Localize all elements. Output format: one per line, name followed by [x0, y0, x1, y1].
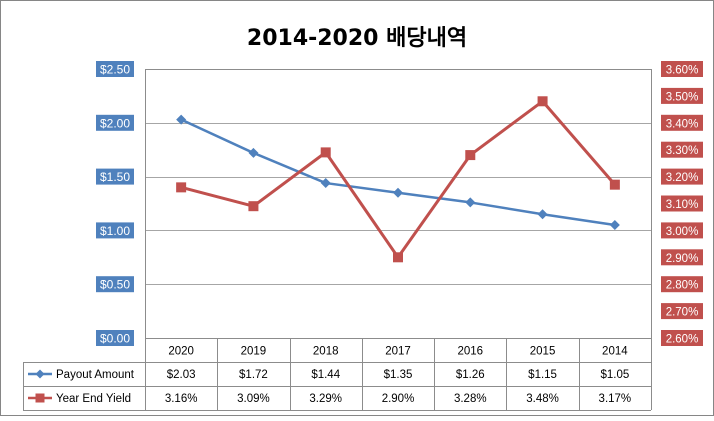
data-cell: 3.16% — [165, 393, 198, 405]
data-cell: $1.26 — [456, 369, 485, 381]
data-cell: 3.29% — [309, 393, 342, 405]
data-point — [393, 187, 403, 198]
data-point — [465, 150, 476, 161]
right-tick-bg — [661, 249, 703, 266]
right-tick-label: 3.50% — [666, 91, 699, 103]
right-tick-bg — [661, 61, 703, 77]
data-point — [248, 201, 259, 212]
data-point — [609, 220, 620, 231]
right-tick-bg — [661, 303, 703, 320]
right-tick-label: 3.60% — [666, 65, 699, 77]
right-tick-label: 3.20% — [666, 172, 699, 184]
data-cell: $1.15 — [528, 369, 557, 381]
right-tick-bg — [661, 114, 703, 131]
data-cell: $1.05 — [600, 369, 629, 381]
chart-title: 2014-2020 배당내역 — [247, 26, 467, 51]
legend-key — [28, 369, 52, 379]
category-label: 2017 — [385, 346, 411, 358]
right-tick-bg — [661, 195, 703, 212]
data-cell: 3.28% — [454, 393, 487, 405]
legend-marker — [35, 393, 45, 403]
legend-key — [28, 393, 52, 403]
right-tick-label: 3.10% — [666, 199, 699, 211]
data-cell: $1.35 — [384, 369, 413, 381]
data-point — [465, 197, 476, 208]
data-point — [537, 96, 548, 107]
plot-area — [145, 69, 652, 339]
right-tick-bg — [661, 276, 703, 293]
left-tick-bg — [96, 222, 134, 239]
data-point — [393, 252, 403, 263]
data-cell: 3.09% — [237, 393, 270, 405]
right-tick-label: 3.40% — [666, 118, 699, 130]
left-tick-label: $0.50 — [100, 278, 130, 292]
right-tick-bg — [661, 141, 703, 158]
data-cell: $1.72 — [239, 369, 268, 381]
category-label: 2014 — [602, 346, 628, 358]
left-axis: $2.50 $2.00 $1.50 $1.00 $0.50 $0.00 — [96, 61, 134, 346]
left-tick-bg — [96, 330, 134, 346]
left-tick-bg — [96, 61, 134, 77]
data-cell: 3.17% — [599, 393, 632, 405]
legend-label: Year End Yield — [56, 393, 131, 405]
category-label: 2016 — [457, 346, 483, 358]
legend-marker — [35, 369, 45, 379]
left-tick-label: $1.50 — [100, 170, 130, 184]
data-point — [176, 114, 187, 125]
left-tick-label: $1.00 — [100, 224, 130, 238]
category-label: 2019 — [241, 346, 267, 358]
series-payout-amount — [176, 114, 620, 231]
left-tick-bg — [96, 276, 134, 293]
right-tick-label: 2.80% — [666, 280, 699, 292]
right-tick-bg — [661, 168, 703, 185]
right-tick-bg — [661, 330, 703, 346]
data-point — [320, 147, 331, 158]
data-table: 2020 2019 2018 2017 2016 2015 2014 Payout Amoun… — [23, 338, 652, 411]
right-tick-bg — [661, 87, 703, 104]
data-cell: $1.44 — [311, 369, 340, 381]
data-point — [537, 209, 548, 220]
right-tick-label: 2.70% — [666, 307, 699, 319]
right-axis: 3.60% 3.50% 3.40% 3.30% 3.20% 3.10% 3.00% 2.90%… — [661, 61, 703, 346]
data-cell: 2.90% — [382, 393, 415, 405]
data-cell: 3.48% — [526, 393, 559, 405]
data-point — [176, 182, 187, 193]
data-point — [609, 179, 620, 190]
left-tick-label: $0.00 — [100, 332, 130, 346]
series-layer — [176, 96, 620, 263]
left-tick-label: $2.00 — [100, 116, 130, 130]
left-tick-bg — [96, 114, 134, 131]
series-year-end-yield — [176, 96, 620, 263]
right-tick-label: 3.00% — [666, 226, 699, 238]
category-label: 2020 — [168, 346, 194, 358]
data-point — [248, 147, 259, 158]
data-point — [320, 178, 331, 189]
right-tick-label: 2.90% — [666, 253, 699, 265]
right-tick-label: 3.30% — [666, 145, 699, 157]
category-label: 2015 — [530, 346, 556, 358]
data-cell: $2.03 — [167, 369, 196, 381]
right-tick-label: 2.60% — [666, 334, 699, 346]
legend-label: Payout Amount — [56, 369, 135, 381]
gridlines — [145, 69, 652, 339]
left-tick-label: $2.50 — [100, 63, 130, 77]
right-tick-bg — [661, 222, 703, 239]
category-label: 2018 — [313, 346, 339, 358]
left-tick-bg — [96, 168, 134, 185]
